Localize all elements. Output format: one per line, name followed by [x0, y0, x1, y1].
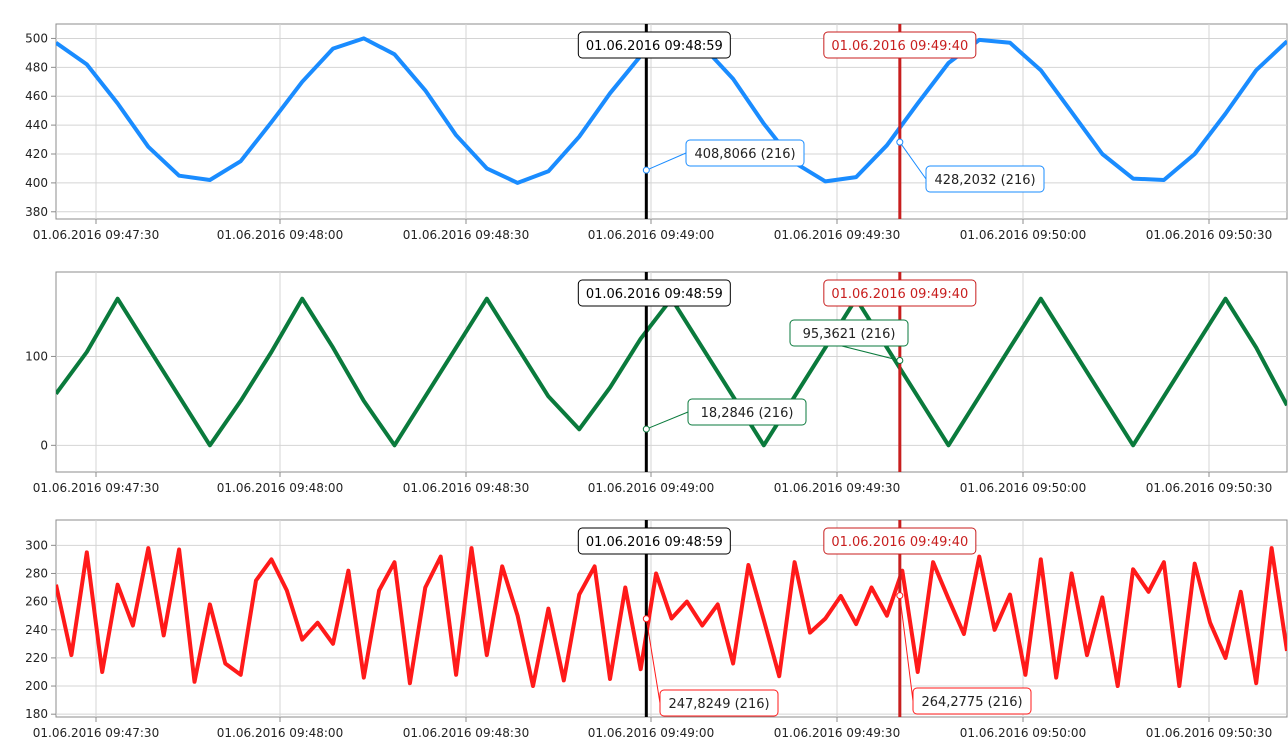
x-tick-label: 01.06.2016 09:50:00: [960, 481, 1086, 495]
cursor-black-label: 01.06.2016 09:48:59: [577, 31, 731, 59]
x-tick-label: 01.06.2016 09:50:30: [1146, 726, 1272, 740]
x-tick-label: 01.06.2016 09:50:00: [960, 726, 1086, 740]
y-tick-label: 240: [25, 623, 48, 637]
cursor-red-label: 01.06.2016 09:49:40: [823, 31, 977, 59]
x-tick-label: 01.06.2016 09:47:30: [33, 481, 159, 495]
cursor-black-label-box: [577, 279, 731, 307]
y-tick-label: 440: [25, 118, 48, 132]
y-tick-label: 380: [25, 205, 48, 219]
cursor-black-label-text: 01.06.2016 09:48:59: [586, 39, 723, 54]
x-tick-label: 01.06.2016 09:50:30: [1146, 481, 1272, 495]
annotation-point-marker: [896, 138, 904, 146]
annotation-point-marker: [642, 425, 650, 433]
value-annotation: 408,8066 (216): [642, 139, 805, 174]
cursor-black-label-text: 01.06.2016 09:48:59: [586, 535, 723, 550]
x-tick-label: 01.06.2016 09:49:00: [588, 228, 714, 242]
value-annotation: 95,3621 (216): [789, 319, 909, 365]
y-tick-label: 420: [25, 147, 48, 161]
y-tick-label: 200: [25, 679, 48, 693]
y-tick-label: 280: [25, 566, 48, 580]
y-tick-label: 0: [40, 438, 48, 452]
value-annotation: 428,2032 (216): [896, 138, 1045, 193]
cursor-black-label: 01.06.2016 09:48:59: [577, 279, 731, 307]
x-tick-label: 01.06.2016 09:47:30: [33, 228, 159, 242]
annotation-box: [912, 687, 1032, 715]
cursor-red-label-box: [823, 31, 977, 59]
annotation-point-marker: [896, 592, 904, 600]
cursor-red-label-box: [823, 527, 977, 555]
x-tick-label: 01.06.2016 09:48:30: [403, 228, 529, 242]
x-tick-label: 01.06.2016 09:50:30: [1146, 228, 1272, 242]
annotation-value: 247,8249 (216): [668, 697, 769, 712]
x-tick-label: 01.06.2016 09:49:30: [774, 228, 900, 242]
cursor-red-label: 01.06.2016 09:49:40: [823, 279, 977, 307]
cursor-red-label-text: 01.06.2016 09:49:40: [831, 39, 968, 54]
x-tick-label: 01.06.2016 09:48:00: [217, 228, 343, 242]
y-tick-label: 180: [25, 707, 48, 721]
annotation-box: [687, 398, 807, 426]
annotation-leader-line: [899, 595, 914, 702]
x-tick-label: 01.06.2016 09:47:30: [33, 726, 159, 740]
annotation-leader-line: [899, 141, 927, 180]
chart-panel-1: 380 400 420 440 460 480 500 01.06.2016 09:47:30…: [25, 23, 1288, 242]
y-tick-label: 300: [25, 538, 48, 552]
y-tick-label: 260: [25, 595, 48, 609]
annotation-value: 95,3621 (216): [803, 327, 896, 342]
chart-panel-3: 180 200 220 240 260 280 300 01.06.2016 09:47:30…: [25, 519, 1288, 740]
chart-panel-2: 0 100 01.06.2016 09:47:30 01.06.2016 09:48:…: [25, 271, 1288, 495]
annotation-box: [685, 139, 805, 167]
annotation-value: 408,8066 (216): [694, 147, 795, 162]
y-tick-label: 480: [25, 60, 48, 74]
cursor-red-label-text: 01.06.2016 09:49:40: [831, 535, 968, 550]
value-annotation: 247,8249 (216): [642, 615, 779, 717]
cursor-red-label-box: [823, 279, 977, 307]
x-tick-label: 01.06.2016 09:49:00: [588, 726, 714, 740]
cursor-black-label: 01.06.2016 09:48:59: [577, 527, 731, 555]
x-tick-label: 01.06.2016 09:50:00: [960, 228, 1086, 242]
value-annotation: 264,2775 (216): [896, 592, 1032, 715]
annotation-leader-line: [646, 411, 689, 430]
value-annotation: 18,2846 (216): [642, 398, 807, 433]
annotation-leader-line: [646, 152, 687, 171]
x-tick-label: 01.06.2016 09:49:00: [588, 481, 714, 495]
cursor-red-label: 01.06.2016 09:49:40: [823, 527, 977, 555]
annotation-point-marker: [896, 357, 904, 365]
cursor-black-label-text: 01.06.2016 09:48:59: [586, 287, 723, 302]
annotation-box: [789, 319, 909, 347]
annotation-point-marker: [642, 166, 650, 174]
annotation-value: 18,2846 (216): [701, 406, 794, 421]
cursor-black-label-box: [577, 31, 731, 59]
annotation-leader-line: [645, 618, 661, 704]
x-tick-label: 01.06.2016 09:48:00: [217, 726, 343, 740]
annotation-box: [659, 689, 779, 717]
annotation-value: 428,2032 (216): [934, 173, 1035, 188]
y-tick-label: 460: [25, 89, 48, 103]
x-tick-label: 01.06.2016 09:48:00: [217, 481, 343, 495]
series-random: [56, 546, 1287, 688]
cursor-red-label-text: 01.06.2016 09:49:40: [831, 287, 968, 302]
y-tick-label: 100: [25, 349, 48, 363]
y-tick-label: 220: [25, 651, 48, 665]
y-tick-label: 500: [25, 31, 48, 45]
x-tick-label: 01.06.2016 09:49:30: [774, 481, 900, 495]
cursor-black-label-box: [577, 527, 731, 555]
y-tick-label: 400: [25, 176, 48, 190]
annotation-box: [925, 165, 1045, 193]
x-tick-label: 01.06.2016 09:48:30: [403, 726, 529, 740]
x-tick-label: 01.06.2016 09:48:30: [403, 481, 529, 495]
x-tick-label: 01.06.2016 09:49:30: [774, 726, 900, 740]
annotation-point-marker: [642, 615, 650, 623]
annotation-value: 264,2775 (216): [921, 695, 1022, 710]
